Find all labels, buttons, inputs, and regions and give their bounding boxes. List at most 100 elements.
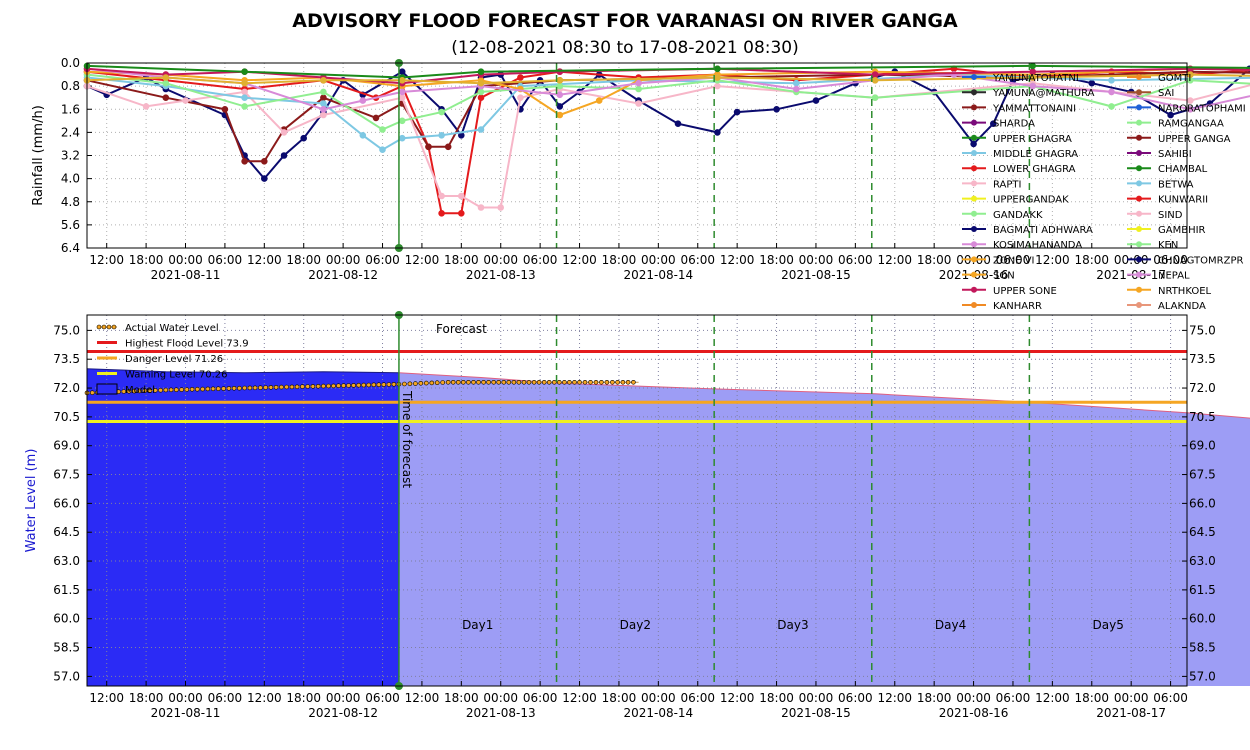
water-level-xtick-label: 06:00 xyxy=(996,691,1031,705)
rainfall-point xyxy=(635,79,642,87)
water-level-date-label: 2021-08-14 xyxy=(623,706,693,720)
rainfall-date-label: 2021-08-13 xyxy=(466,268,536,282)
rainfall-point xyxy=(398,94,406,101)
legend-label: BAGMATI ADHWARA xyxy=(993,225,1093,236)
rainfall-point xyxy=(398,88,406,96)
water-level-xtick-label: 00:00 xyxy=(168,691,203,705)
rainfall-point xyxy=(458,192,465,200)
actual-water-level-point xyxy=(310,384,316,389)
actual-water-level-point xyxy=(195,386,200,392)
legend-label: ZONE VI xyxy=(993,255,1035,266)
water-level-ytick-label-right: 75.0 xyxy=(1189,323,1216,337)
rainfall-xtick-label: 18:00 xyxy=(444,253,479,267)
actual-water-level-point xyxy=(471,379,476,385)
rainfall-ytick-label: 2.4 xyxy=(61,125,80,139)
actual-water-level-point xyxy=(226,386,232,391)
actual-water-level-point xyxy=(582,379,588,385)
actual-water-level-point xyxy=(407,381,413,387)
actual-water-level-point xyxy=(326,383,331,389)
rainfall-point xyxy=(1029,62,1036,70)
actual-water-level-point xyxy=(445,379,451,385)
rainfall-point xyxy=(425,143,432,151)
actual-water-level-point xyxy=(413,381,418,386)
rainfall-series-line xyxy=(86,73,1250,151)
rainfall-xtick-label: 18:00 xyxy=(286,253,321,267)
water-level-ytick-label-right: 70.5 xyxy=(1189,410,1216,424)
rainfall-point xyxy=(182,97,189,104)
actual-water-level-point xyxy=(620,379,626,385)
water-level-date-label: 2021-08-16 xyxy=(939,706,1009,720)
actual-water-level-point xyxy=(184,387,190,392)
water-level-ytick-label-right: 57.0 xyxy=(1189,669,1216,683)
rainfall-point xyxy=(871,77,879,84)
actual-water-level-point xyxy=(402,381,407,387)
water-level-ytick-label-right: 58.5 xyxy=(1189,641,1216,655)
water-level-xtick-label: 18:00 xyxy=(759,691,794,705)
actual-water-level-point xyxy=(336,383,341,389)
actual-water-level-point xyxy=(252,385,258,391)
rainfall-xtick-label: 00:00 xyxy=(168,253,203,267)
actual-water-level-point xyxy=(321,383,326,389)
actual-water-level-point xyxy=(284,384,289,390)
water-level-ytick-label: 61.5 xyxy=(53,583,80,597)
rainfall-point xyxy=(812,97,820,104)
actual-water-level-point xyxy=(541,379,547,385)
actual-water-level-point xyxy=(546,379,552,385)
water-level-ytick-label-right: 60.0 xyxy=(1189,612,1216,626)
rainfall-point xyxy=(970,140,977,148)
model-forecast-area xyxy=(398,372,1250,686)
actual-water-level-point xyxy=(366,382,372,388)
actual-water-level-point xyxy=(455,379,461,385)
actual-water-level-point xyxy=(418,380,424,386)
actual-water-level-point xyxy=(132,388,137,394)
water-level-ytick-label: 70.5 xyxy=(53,410,80,424)
water-level-xtick-label: 12:00 xyxy=(247,691,282,705)
water-level-ytick-label-right: 63.0 xyxy=(1189,554,1216,568)
actual-water-level-point xyxy=(599,379,604,385)
rainfall-point xyxy=(635,85,642,93)
legend-swatch-marker xyxy=(971,302,977,308)
actual-water-level-point xyxy=(551,379,557,385)
legend-label: GANDAKK xyxy=(993,210,1043,221)
actual-water-level-point xyxy=(163,387,169,393)
water-level-date-label: 2021-08-17 xyxy=(1096,706,1166,720)
actual-water-level-point xyxy=(247,385,253,391)
actual-water-level-point xyxy=(221,386,226,391)
water-level-xtick-label: 00:00 xyxy=(641,691,676,705)
legend-swatch-marker xyxy=(971,241,977,248)
water-level-xtick-label: 12:00 xyxy=(405,691,440,705)
legend-label: GAMBHIR xyxy=(1158,225,1206,236)
actual-water-level-point xyxy=(376,382,382,388)
water-level-xtick-label: 12:00 xyxy=(89,691,124,705)
water-level-ytick-label: 67.5 xyxy=(53,468,80,482)
rainfall-point xyxy=(714,82,721,90)
rainfall-point xyxy=(556,77,564,84)
rainfall-series-line xyxy=(86,64,1250,79)
water-level-ytick-label: 75.0 xyxy=(53,323,80,337)
actual-water-level-point xyxy=(242,385,247,391)
actual-water-level-point xyxy=(391,381,397,387)
actual-water-level-point xyxy=(200,386,205,392)
rainfall-point xyxy=(477,88,485,96)
legend-label: BETWA xyxy=(1158,179,1194,190)
actual-water-level-point xyxy=(361,382,367,388)
legend-swatch-marker xyxy=(971,226,977,232)
water-level-xtick-label: 12:00 xyxy=(562,691,597,705)
actual-water-level-point xyxy=(371,382,377,388)
legend-label: GOMTI xyxy=(1158,73,1191,84)
rainfall-point xyxy=(793,85,800,93)
rainfall-point xyxy=(714,74,721,81)
rainfall-point xyxy=(280,152,288,159)
actual-water-level-point xyxy=(216,386,221,392)
actual-water-level-point xyxy=(381,382,387,387)
water-level-date-label: 2021-08-13 xyxy=(466,706,536,720)
actual-water-level-point xyxy=(567,379,572,385)
rainfall-point xyxy=(372,114,380,122)
water-level-xtick-label: 06:00 xyxy=(208,691,243,705)
rainfall-xtick-label: 18:00 xyxy=(129,253,164,267)
actual-water-level-point xyxy=(434,380,440,386)
legend-swatch-marker xyxy=(1136,302,1142,308)
legend-actual-marker xyxy=(106,324,112,330)
rainfall-point xyxy=(733,108,741,116)
rainfall-point xyxy=(320,94,327,101)
